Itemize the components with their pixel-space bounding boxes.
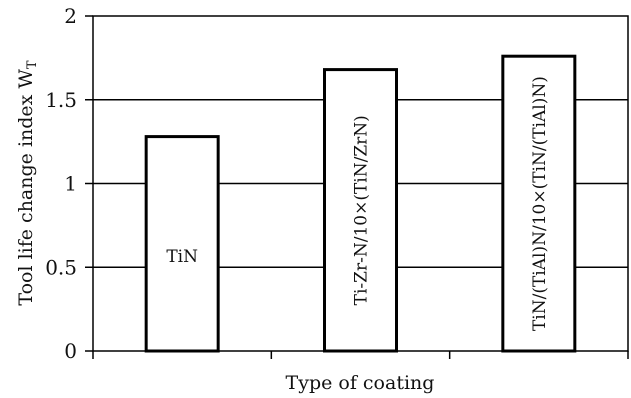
x-axis-ticks xyxy=(92,351,629,359)
y-axis-label: Tool life change index WT xyxy=(15,60,40,306)
y-tick-label: 0 xyxy=(64,339,77,363)
y-axis-ticks: 0 0.5 1 1.5 2 xyxy=(45,4,93,363)
bars: TiN Ti-Zr-N/10×(TiN/ZrN) TiN/(TiAl)N/10×(T… xyxy=(144,54,577,353)
y-tick-label: 2 xyxy=(64,4,77,28)
bar xyxy=(501,54,577,353)
bar xyxy=(323,68,398,353)
bar-label: TiN xyxy=(166,247,198,267)
y-tick-label: 0.5 xyxy=(45,255,77,279)
bar xyxy=(144,135,220,353)
y-axis-label-subscript: T xyxy=(25,60,40,69)
bar-label: Ti-Zr-N/10×(TiN/ZrN) xyxy=(352,115,372,305)
x-axis-label: Type of coating xyxy=(286,372,435,394)
y-tick-label: 1.5 xyxy=(45,88,77,112)
y-axis-label-text: Tool life change index W xyxy=(15,69,37,306)
y-tick-label: 1 xyxy=(64,172,77,196)
bar-label: TiN/(TiAl)N/10×(TiN/(TiAl)N) xyxy=(530,76,550,331)
